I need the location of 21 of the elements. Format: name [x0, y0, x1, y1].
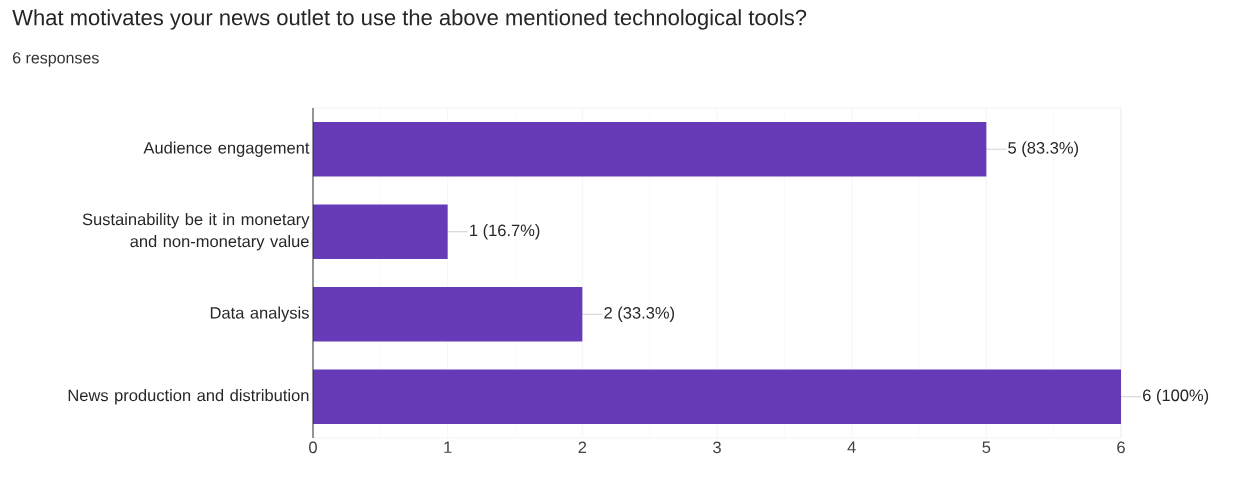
data-label: 5 (83.3%) [1008, 141, 1079, 157]
text: 6 responses [13, 52, 99, 67]
bar [313, 122, 987, 177]
x-tick-label: 0 [309, 441, 317, 454]
x-tick-label: 6 [1117, 441, 1125, 454]
data-label: 1 (16.7%) [470, 224, 540, 240]
bar [313, 204, 448, 259]
x-tick-label: 4 [847, 441, 856, 453]
y-tick-label: Sustainability be it in monetary and non-monetary value [82, 213, 310, 251]
y-tick-label: Audience engagement [143, 141, 310, 157]
x-tick-label: 3 [713, 441, 721, 454]
data-label: 6 (100%) [1143, 389, 1209, 405]
y-tick-label: Data analysis [210, 306, 309, 322]
x-tick-label: 5 [982, 441, 991, 454]
data-label: 2 (33.3%) [604, 306, 675, 322]
bar [313, 369, 1122, 424]
x-tick-label: 2 [578, 441, 587, 454]
bar [313, 287, 583, 342]
y-tick-label: News production and distribution [68, 389, 309, 405]
x-tick-label: 1 [444, 441, 452, 453]
chart-title: What motivates your news outlet to use the above mentioned technological tools? [12, 9, 807, 30]
